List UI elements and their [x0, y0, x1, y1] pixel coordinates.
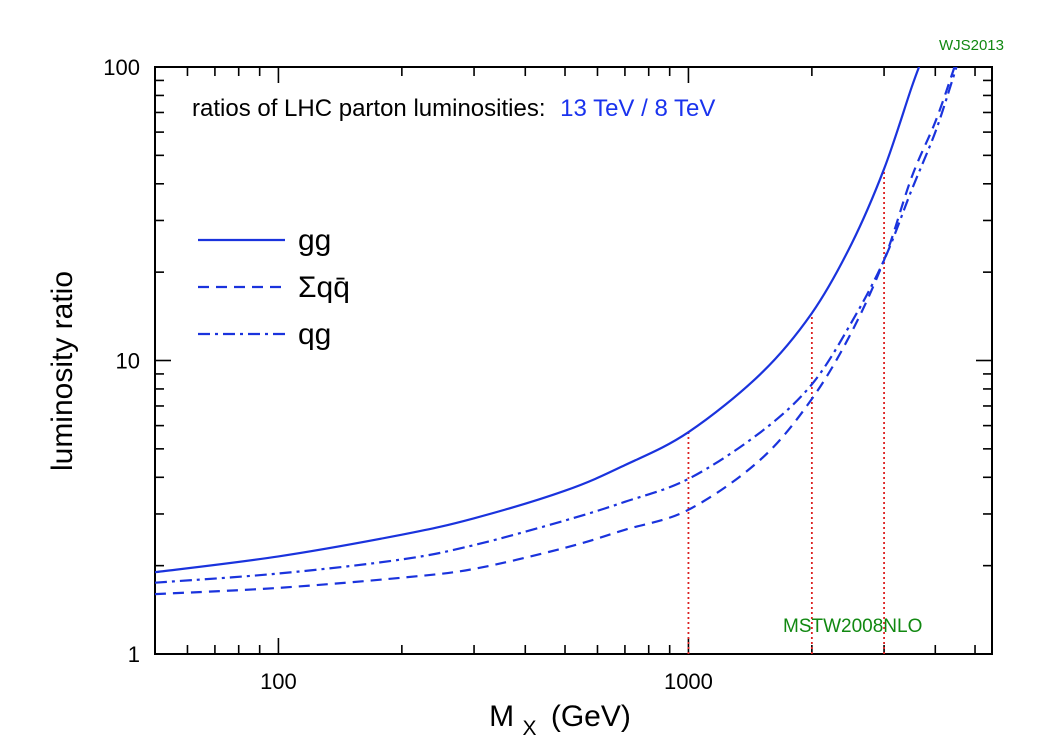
pdf-set-label: MSTW2008NLO — [783, 616, 922, 637]
corner-credit-label: WJS2013 — [939, 37, 1004, 54]
chart-title: ratios of LHC parton luminosities: 13 Te… — [192, 95, 715, 122]
series-line-3 — [155, 67, 958, 584]
x-axis-label-subscript: X — [522, 717, 536, 740]
series-lines — [155, 67, 958, 596]
title-highlight: 13 TeV / 8 TeV — [560, 95, 715, 122]
x-tick-label: 100 — [260, 669, 297, 694]
y-tick-label: 100 — [103, 55, 140, 80]
title-prefix: ratios of LHC parton luminosities: — [192, 95, 545, 122]
x-axis-label: M X (GeV) — [489, 700, 631, 742]
minor-ticks — [155, 67, 992, 654]
x-tick-label: 1000 — [664, 669, 713, 694]
legend-label: gg — [298, 224, 331, 257]
x-axis-label-main: M — [489, 700, 514, 733]
y-tick-label: 10 — [116, 349, 140, 374]
plot-area — [154, 66, 993, 655]
legend: gg Σqq̄ qg — [198, 224, 350, 351]
x-tick-labels: 100 1000 — [260, 669, 713, 694]
y-tick-labels: 1 10 100 — [103, 55, 140, 667]
series-line-1 — [155, 67, 921, 574]
legend-label: qg — [298, 318, 331, 351]
y-axis-label: luminosity ratio — [46, 271, 79, 471]
legend-label: Σqq̄ — [298, 271, 350, 304]
y-tick-label: 1 — [128, 642, 140, 667]
x-axis-label-unit: (GeV) — [551, 700, 631, 733]
marker-lines — [687, 168, 885, 654]
series-line-2 — [155, 67, 956, 596]
plot-frame — [154, 66, 993, 655]
